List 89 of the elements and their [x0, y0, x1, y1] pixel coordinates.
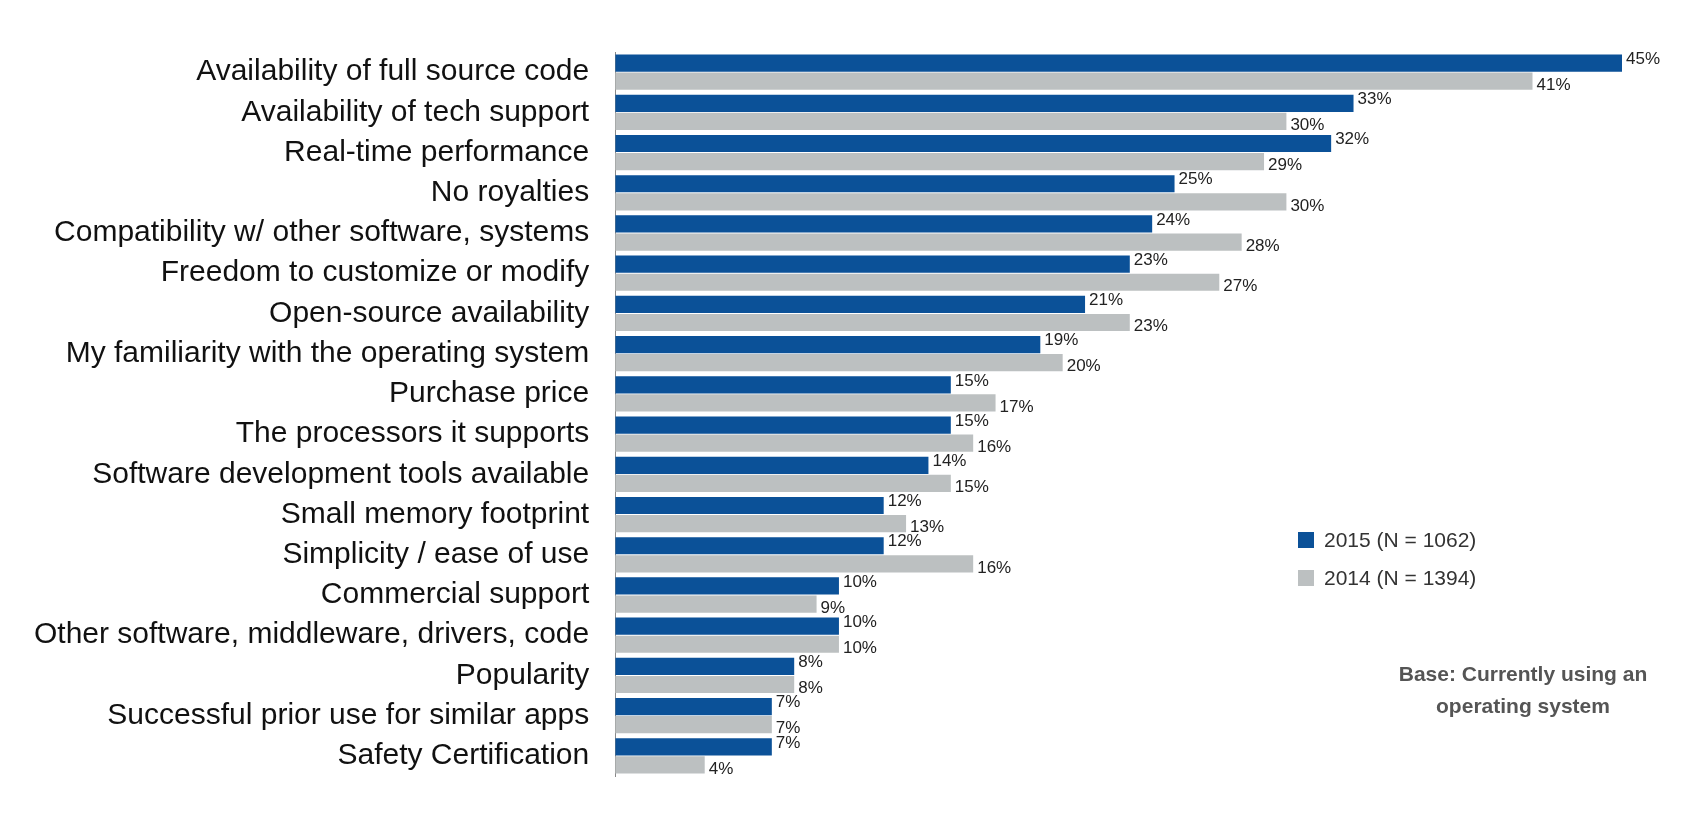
y-tick-label: The processors it supports: [235, 415, 590, 449]
annotation: Base: Currently using an operating system: [1397, 661, 1649, 719]
y-tick-label: My familiarity with the operating system: [65, 334, 590, 368]
data-label: 17%: [999, 396, 1034, 416]
data-label: 8%: [798, 652, 823, 672]
bar: [615, 456, 929, 474]
data-label: 20%: [1066, 356, 1101, 376]
bar: [615, 215, 1153, 233]
data-label: 23%: [1133, 316, 1168, 336]
data-label: 29%: [1268, 155, 1303, 175]
bar: [615, 72, 1533, 90]
legend-label: 2015 (N = 1062): [1324, 528, 1477, 552]
data-label: 16%: [977, 436, 1012, 456]
bar: [615, 756, 705, 774]
data-label: 30%: [1290, 195, 1325, 215]
data-label: 30%: [1290, 115, 1325, 135]
bar: [615, 657, 795, 675]
data-label: 10%: [842, 571, 877, 591]
bar: [615, 94, 1354, 112]
y-tick-label: Compatibility w/ other software, systems: [54, 214, 590, 248]
y-tick-label: Freedom to customize or modify: [160, 254, 590, 288]
data-label: 4%: [708, 758, 734, 778]
y-tick-label: Software development tools available: [92, 455, 590, 489]
bar: [615, 255, 1130, 273]
bar: [615, 434, 974, 452]
bar: [615, 555, 974, 573]
data-label: 15%: [954, 410, 989, 430]
bar: [615, 354, 1063, 372]
data-label: 33%: [1357, 88, 1392, 108]
y-tick-label: Real-time performance: [284, 133, 590, 167]
y-tick-label: Purchase price: [389, 375, 590, 409]
y-tick-label: Small memory footprint: [280, 495, 590, 529]
y-tick-label: Availability of tech support: [241, 93, 590, 127]
bar: [615, 112, 1287, 130]
y-tick-label: Simplicity / ease of use: [282, 536, 590, 570]
data-label: 14%: [932, 450, 967, 470]
data-label: 41%: [1536, 74, 1571, 94]
bar: [615, 153, 1265, 171]
bar: [615, 273, 1220, 291]
y-tick-label: No royalties: [430, 174, 590, 208]
data-label: 45%: [1626, 48, 1661, 68]
data-label: 7%: [775, 732, 801, 752]
bar: [615, 376, 951, 394]
data-label: 21%: [1089, 290, 1124, 310]
bar: [615, 193, 1287, 211]
data-label: 16%: [977, 557, 1012, 577]
y-tick-label: Open-source availability: [269, 294, 590, 328]
bar: [615, 716, 772, 734]
bar: [615, 233, 1242, 251]
y-tick-label: Availability of full source code: [196, 53, 590, 87]
bar: [615, 474, 951, 492]
y-tick-label: Commercial support: [320, 576, 590, 610]
bar: [615, 577, 839, 595]
legend-label: 2014 (N = 1394): [1324, 566, 1477, 590]
bar: [615, 394, 996, 412]
y-tick-label: Safety Certification: [337, 737, 590, 771]
data-label: 15%: [954, 477, 989, 497]
data-label: 7%: [775, 692, 801, 712]
data-label: 15%: [954, 370, 989, 390]
data-label: 8%: [798, 678, 823, 698]
bar: [615, 295, 1086, 313]
y-tick-label: Popularity: [455, 656, 590, 690]
data-label: 23%: [1133, 249, 1168, 269]
bar: [615, 675, 795, 694]
bar: [615, 175, 1175, 193]
bar: [615, 416, 951, 434]
bar: [615, 738, 772, 756]
bar: [615, 537, 884, 555]
bar: [615, 698, 772, 716]
bar: [615, 635, 839, 653]
bar: [615, 595, 817, 613]
data-label: 9%: [820, 597, 846, 617]
data-label: 10%: [842, 637, 877, 657]
bar: [615, 134, 1332, 153]
y-tick-label: Other software, middleware, drivers, code: [33, 616, 590, 650]
data-label: 19%: [1044, 330, 1079, 350]
bar: [615, 336, 1041, 354]
bar: [615, 496, 884, 515]
bar: [615, 313, 1130, 332]
data-label: 28%: [1245, 235, 1280, 255]
bar: [615, 54, 1622, 72]
y-tick-label: Successful prior use for similar apps: [107, 696, 590, 730]
bar: [615, 617, 839, 635]
data-label: 27%: [1223, 275, 1258, 295]
data-label: 12%: [887, 491, 922, 511]
data-label: 25%: [1178, 169, 1213, 189]
data-label: 24%: [1156, 209, 1191, 229]
bar: [615, 515, 907, 533]
data-label: 32%: [1335, 129, 1370, 149]
